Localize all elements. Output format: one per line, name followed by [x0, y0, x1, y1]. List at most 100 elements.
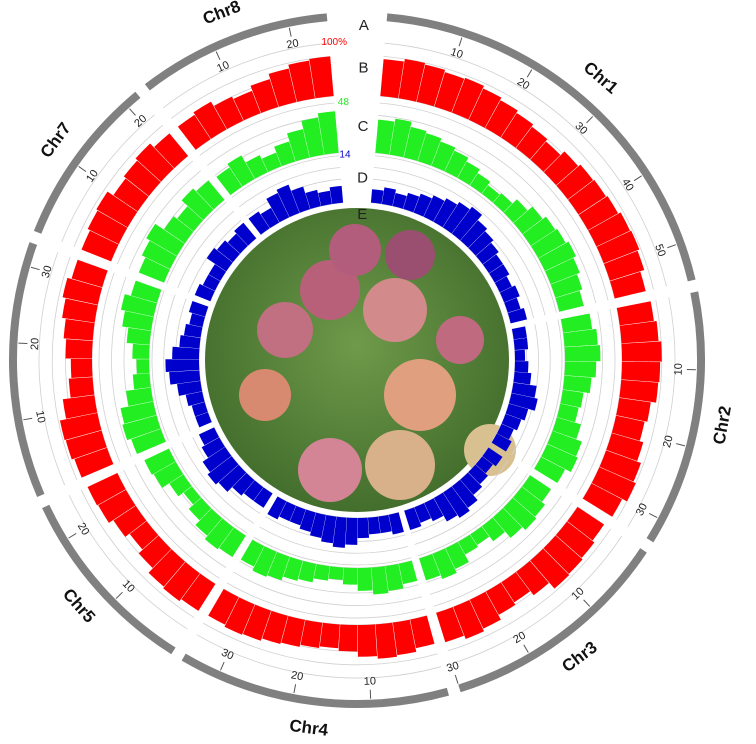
histogram-bar: [413, 193, 432, 217]
histogram-bar: [113, 505, 147, 537]
histogram-bar: [457, 161, 480, 186]
histogram-bar: [248, 211, 270, 235]
track-max-label: 100%: [321, 37, 347, 48]
histogram-bar: [550, 274, 583, 298]
histogram-bar: [202, 274, 221, 291]
histogram-bar: [126, 327, 152, 345]
histogram-bar: [621, 341, 662, 362]
histogram-bar: [485, 582, 516, 615]
histogram-bar: [253, 487, 273, 508]
chromosome-tick-label: 20: [286, 37, 300, 51]
track-grid-ring: [373, 167, 546, 316]
histogram-bar: [578, 195, 619, 231]
chromosome-tick: [633, 175, 642, 182]
histogram-bar: [98, 489, 136, 523]
center-photo: [205, 208, 516, 512]
track-grid-ring: [38, 252, 66, 486]
chromosome-tick-label: 20: [511, 630, 528, 647]
histogram-bar: [414, 503, 432, 523]
histogram-bar: [511, 326, 527, 340]
histogram-bar: [87, 472, 126, 506]
histogram-bar: [616, 301, 654, 326]
histogram-bar: [181, 188, 214, 220]
chromosome-ideogram: [9, 242, 45, 498]
histogram-bar: [261, 152, 282, 172]
track-grid-ring: [384, 42, 667, 287]
track-grid-ring: [429, 495, 562, 595]
histogram-bar: [513, 206, 543, 234]
track-grid-ring: [231, 155, 340, 198]
histogram-bar: [541, 444, 578, 472]
histogram-bar: [513, 486, 546, 517]
histogram-bar: [470, 526, 490, 545]
histogram-bar: [313, 564, 330, 581]
histogram-bar: [183, 323, 203, 338]
histogram-bar: [603, 250, 645, 281]
histogram-bar: [189, 313, 205, 328]
histogram-bar: [444, 150, 469, 178]
track-grid-ring: [565, 311, 603, 489]
histogram-bar: [245, 155, 268, 179]
histogram-bar: [122, 310, 154, 331]
histogram-bar: [328, 566, 344, 581]
track-max-label: 48: [338, 97, 350, 108]
histogram-bar: [198, 427, 220, 446]
histogram-bar: [501, 413, 522, 431]
plot-layer: B 100% C 48 D 14 10 20 30 40 50 Chr1 10 20 30 Chr2 10 20 3…: [9, 0, 735, 740]
histogram-bar: [469, 591, 501, 629]
histogram-bar: [516, 126, 548, 160]
histogram-bar: [392, 619, 417, 656]
chromosome-tick: [23, 417, 33, 421]
histogram-bar: [564, 361, 597, 378]
chromosome-tick: [129, 108, 136, 116]
track-grid-ring: [171, 447, 248, 534]
histogram-bar: [120, 294, 157, 317]
histogram-bar: [485, 100, 518, 138]
chromosome-ideogram: [181, 653, 449, 708]
histogram-bar: [135, 143, 174, 182]
histogram-bar: [504, 297, 521, 313]
histogram-bar: [267, 496, 287, 520]
histogram-bar: [96, 191, 138, 228]
chromosome-tick: [115, 591, 123, 599]
histogram-bar: [195, 508, 223, 536]
chromosome-label: Chr1: [580, 58, 622, 98]
track-grid-ring: [223, 588, 428, 626]
histogram-bar: [126, 387, 154, 407]
chromosome-tick-label: 30: [445, 660, 460, 675]
histogram-bar: [179, 335, 201, 349]
histogram-bar: [530, 548, 570, 589]
histogram-bar: [309, 512, 327, 538]
histogram-bar: [208, 589, 239, 625]
histogram-bar: [169, 474, 192, 497]
histogram-bar: [299, 509, 316, 532]
histogram-bar: [398, 59, 426, 102]
track-grid-ring: [233, 571, 422, 606]
histogram-bar: [381, 187, 397, 206]
histogram-bar: [279, 501, 297, 522]
track-grid-ring: [163, 294, 180, 437]
chromosome-ideogram: [458, 548, 647, 693]
chromosome-tick-label: 10: [215, 59, 231, 75]
histogram-bar: [451, 77, 484, 120]
chromosome-ideogram: [33, 91, 141, 234]
histogram-bar: [417, 133, 442, 166]
histogram-bar: [514, 361, 529, 373]
histogram-bar: [202, 446, 232, 473]
track-grid-ring: [410, 460, 509, 534]
histogram-bar: [507, 308, 528, 324]
histogram-bar: [557, 403, 579, 423]
track-grid-ring: [111, 276, 132, 457]
histogram-bar: [567, 506, 605, 541]
track-grid-ring: [414, 466, 519, 545]
histogram-bar: [172, 346, 200, 360]
chromosome-label: Chr4: [288, 716, 329, 740]
histogram-bar: [240, 539, 265, 567]
histogram-bar: [610, 271, 646, 299]
track-grid-ring: [73, 124, 164, 248]
histogram-bar: [560, 389, 584, 408]
histogram-bar: [475, 242, 499, 265]
histogram-bar: [436, 607, 464, 643]
histogram-bar: [433, 492, 458, 522]
